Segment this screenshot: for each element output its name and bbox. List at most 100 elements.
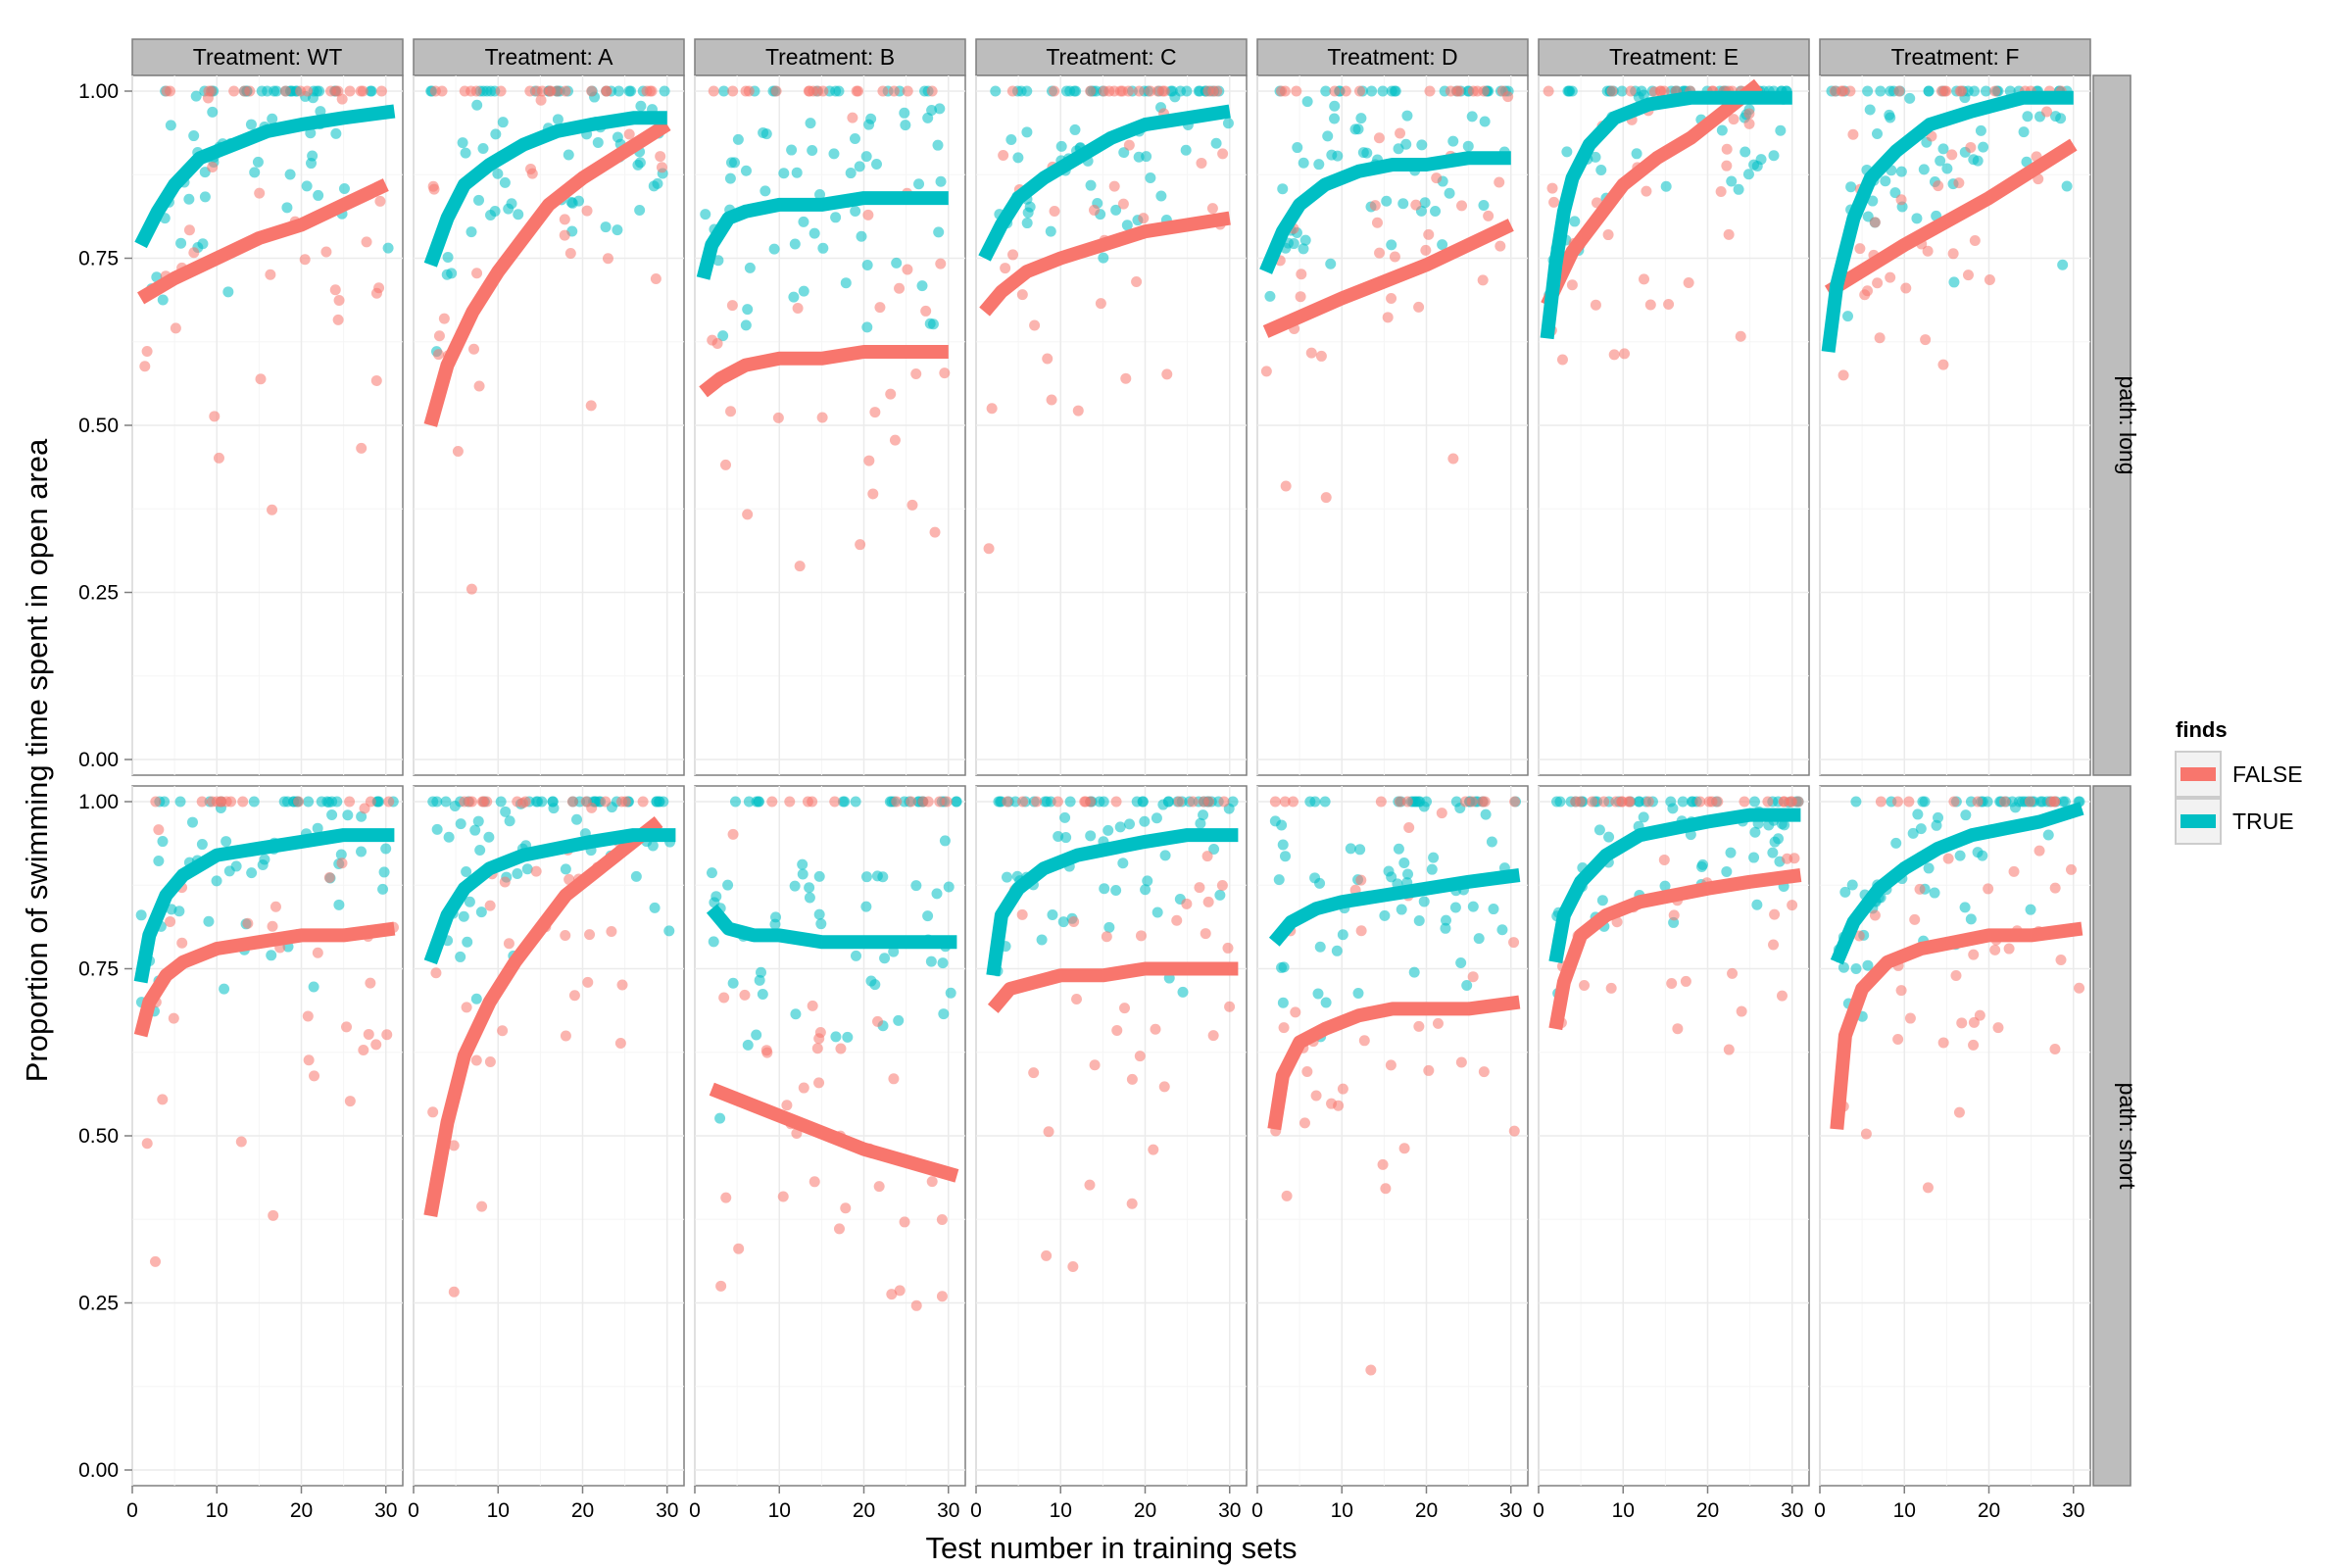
point-false <box>1703 796 1715 808</box>
fit-line-false <box>423 816 663 1218</box>
point-false <box>1566 279 1578 291</box>
panel-treatment-e-path-long <box>1538 74 1810 776</box>
point-true <box>573 195 585 207</box>
point-true <box>356 810 368 822</box>
point-true <box>623 85 635 97</box>
point-false <box>877 85 889 97</box>
x-axis-treatment-d: 0 10 20 30 <box>1251 1486 1522 1522</box>
point-true <box>1142 875 1153 887</box>
point-false <box>530 865 542 877</box>
fit-line-false <box>987 961 1239 1013</box>
point-true <box>1098 796 1109 808</box>
x-tick-label: 10 <box>206 1499 228 1522</box>
point-false <box>1217 148 1229 160</box>
point-true <box>813 908 825 920</box>
point-true <box>1045 225 1056 237</box>
point-false <box>1953 177 1965 189</box>
point-false <box>1715 185 1727 197</box>
point-true <box>1279 851 1291 862</box>
point-true <box>1872 128 1884 140</box>
point-true <box>326 809 338 821</box>
point-true <box>849 132 860 144</box>
point-false <box>559 229 570 241</box>
point-true <box>732 133 744 145</box>
point-true <box>743 796 755 808</box>
point-false <box>1354 85 1366 97</box>
point-true <box>1418 896 1430 907</box>
point-false <box>1290 1006 1301 1018</box>
point-false <box>466 583 477 595</box>
point-true <box>925 956 937 967</box>
point-true <box>1733 183 1744 195</box>
point-false <box>936 1291 948 1302</box>
point-false <box>1721 143 1733 155</box>
point-true <box>612 131 623 143</box>
panel-treatment-wt-path-long <box>131 74 404 776</box>
point-false <box>1279 796 1291 808</box>
point-true <box>266 950 277 961</box>
point-false <box>1962 270 1974 281</box>
point-false <box>1598 796 1610 808</box>
point-true <box>455 818 466 830</box>
point-false <box>1337 1083 1348 1095</box>
point-false <box>1956 1017 1968 1029</box>
point-true <box>1159 850 1171 861</box>
point-true <box>1842 311 1854 322</box>
point-true <box>203 915 215 927</box>
point-false <box>1000 263 1011 274</box>
point-true <box>246 867 258 879</box>
point-false <box>637 796 649 808</box>
point-false <box>188 247 200 259</box>
point-false <box>644 85 656 97</box>
point-false <box>150 1255 162 1267</box>
point-true <box>455 951 466 962</box>
point-false <box>1401 796 1413 808</box>
point-false <box>209 411 220 422</box>
point-true <box>472 815 484 827</box>
x-tick-label: 0 <box>689 1499 701 1522</box>
point-false <box>1735 330 1746 342</box>
point-false <box>1298 1117 1310 1129</box>
point-true <box>331 796 343 808</box>
point-true <box>485 209 497 220</box>
point-true <box>1919 796 1931 808</box>
point-false <box>794 561 806 572</box>
point-false <box>497 1025 509 1037</box>
point-true <box>922 910 934 922</box>
point-false <box>1869 217 1881 228</box>
point-true <box>1496 924 1508 936</box>
scatter-points <box>700 85 951 572</box>
x-tick-label: 10 <box>1893 1499 1916 1522</box>
point-false <box>1158 85 1170 97</box>
point-false <box>1201 851 1213 862</box>
point-false <box>1683 277 1694 289</box>
point-true <box>865 113 877 124</box>
point-false <box>1134 1051 1146 1062</box>
point-true <box>1467 901 1479 912</box>
point-true <box>1755 154 1767 166</box>
point-false <box>303 1054 315 1066</box>
point-true <box>804 882 815 894</box>
point-true <box>1677 796 1689 808</box>
point-false <box>906 499 918 511</box>
x-tick-label: 20 <box>1696 1499 1719 1522</box>
point-false <box>1992 1022 2004 1034</box>
point-true <box>654 796 665 808</box>
point-false <box>2074 982 2085 994</box>
point-true <box>798 285 809 297</box>
point-false <box>1369 200 1381 212</box>
point-false <box>1281 1190 1293 1201</box>
point-true <box>1904 92 1916 104</box>
point-false <box>655 151 666 163</box>
point-false <box>889 434 901 446</box>
point-false <box>1937 1037 1949 1049</box>
strip-label-treatment-e: Treatment: E <box>1609 44 1739 70</box>
point-true <box>466 226 477 238</box>
x-tick-label: 0 <box>1814 1499 1826 1522</box>
point-true <box>842 1031 854 1043</box>
point-true <box>183 193 195 205</box>
point-false <box>770 85 782 97</box>
panel-treatment-c-path-short <box>975 785 1248 1487</box>
panel-treatment-f-path-short <box>1819 785 2091 1487</box>
point-false <box>559 214 570 225</box>
